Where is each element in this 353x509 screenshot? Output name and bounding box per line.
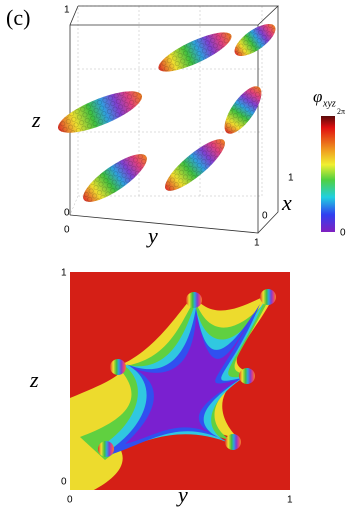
panel-label: (c)	[6, 5, 30, 30]
plot-2d: 1 0 0 1 z y	[29, 268, 293, 507]
colorbar-symbol: φ	[313, 87, 322, 106]
axis-label: z	[31, 107, 41, 132]
axis-label: y	[176, 482, 188, 507]
box-edge	[257, 6, 279, 234]
plot-3d: 1 0 0 1 0 1 z y x	[31, 5, 294, 249]
tick-label: 1	[64, 5, 70, 16]
tick-label: 1	[288, 173, 294, 184]
back-face	[77, 5, 263, 197]
tick-label: 0	[64, 225, 70, 236]
axis-label: y	[146, 223, 158, 248]
tick-label: 0	[67, 495, 73, 506]
tick-label: 0	[262, 211, 268, 222]
colorbar-min: 0	[340, 228, 346, 239]
tick-label: 1	[61, 268, 67, 279]
vortex-cores	[98, 289, 276, 457]
box-edge	[70, 5, 280, 26]
colorbar-scale	[321, 116, 335, 232]
axis-label: x	[281, 190, 292, 215]
particle-clusters	[57, 23, 276, 202]
colorbar-max: 2π	[337, 107, 345, 116]
colorbar: φ xyz 2π 0	[313, 87, 346, 239]
tick-label: 1	[254, 238, 260, 249]
tick-label: 1	[287, 495, 293, 506]
colorbar-subscript: xyz	[322, 98, 336, 109]
grid-line	[69, 195, 79, 216]
tick-label: 0	[61, 477, 67, 488]
phase-map	[70, 272, 290, 490]
tick-label: 0	[64, 208, 70, 219]
axis-label: z	[29, 367, 39, 392]
